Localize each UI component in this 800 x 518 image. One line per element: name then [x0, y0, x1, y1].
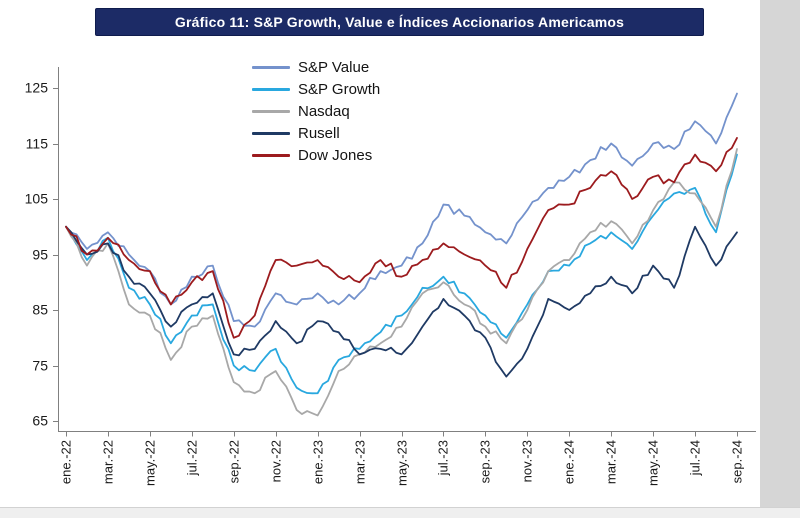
legend-line-swatch [252, 153, 290, 157]
legend-item-s-p-growth: S&P Growth [252, 80, 380, 98]
legend-label: Nasdaq [298, 102, 350, 120]
chart-title: Gráfico 11: S&P Growth, Value e Índices … [174, 14, 625, 30]
legend-item-dow-jones: Dow Jones [252, 146, 380, 164]
legend-item-nasdaq: Nasdaq [252, 102, 380, 120]
legend-label: S&P Value [298, 58, 370, 76]
legend-label: S&P Growth [298, 80, 381, 98]
legend-line-swatch [252, 109, 290, 113]
legend-line-swatch [252, 65, 290, 69]
legend-item-rusell: Rusell [252, 124, 380, 142]
chart-title-bar: Gráfico 11: S&P Growth, Value e Índices … [95, 8, 704, 36]
legend-label: Dow Jones [298, 146, 373, 164]
chart-legend: S&P Value S&P Growth Nasdaq Rusell Dow Jones [252, 58, 380, 164]
legend-line-swatch [252, 131, 290, 135]
legend-label: Rusell [298, 124, 340, 142]
legend-line-swatch [252, 87, 290, 91]
legend-item-s-p-value: S&P Value [252, 58, 380, 76]
